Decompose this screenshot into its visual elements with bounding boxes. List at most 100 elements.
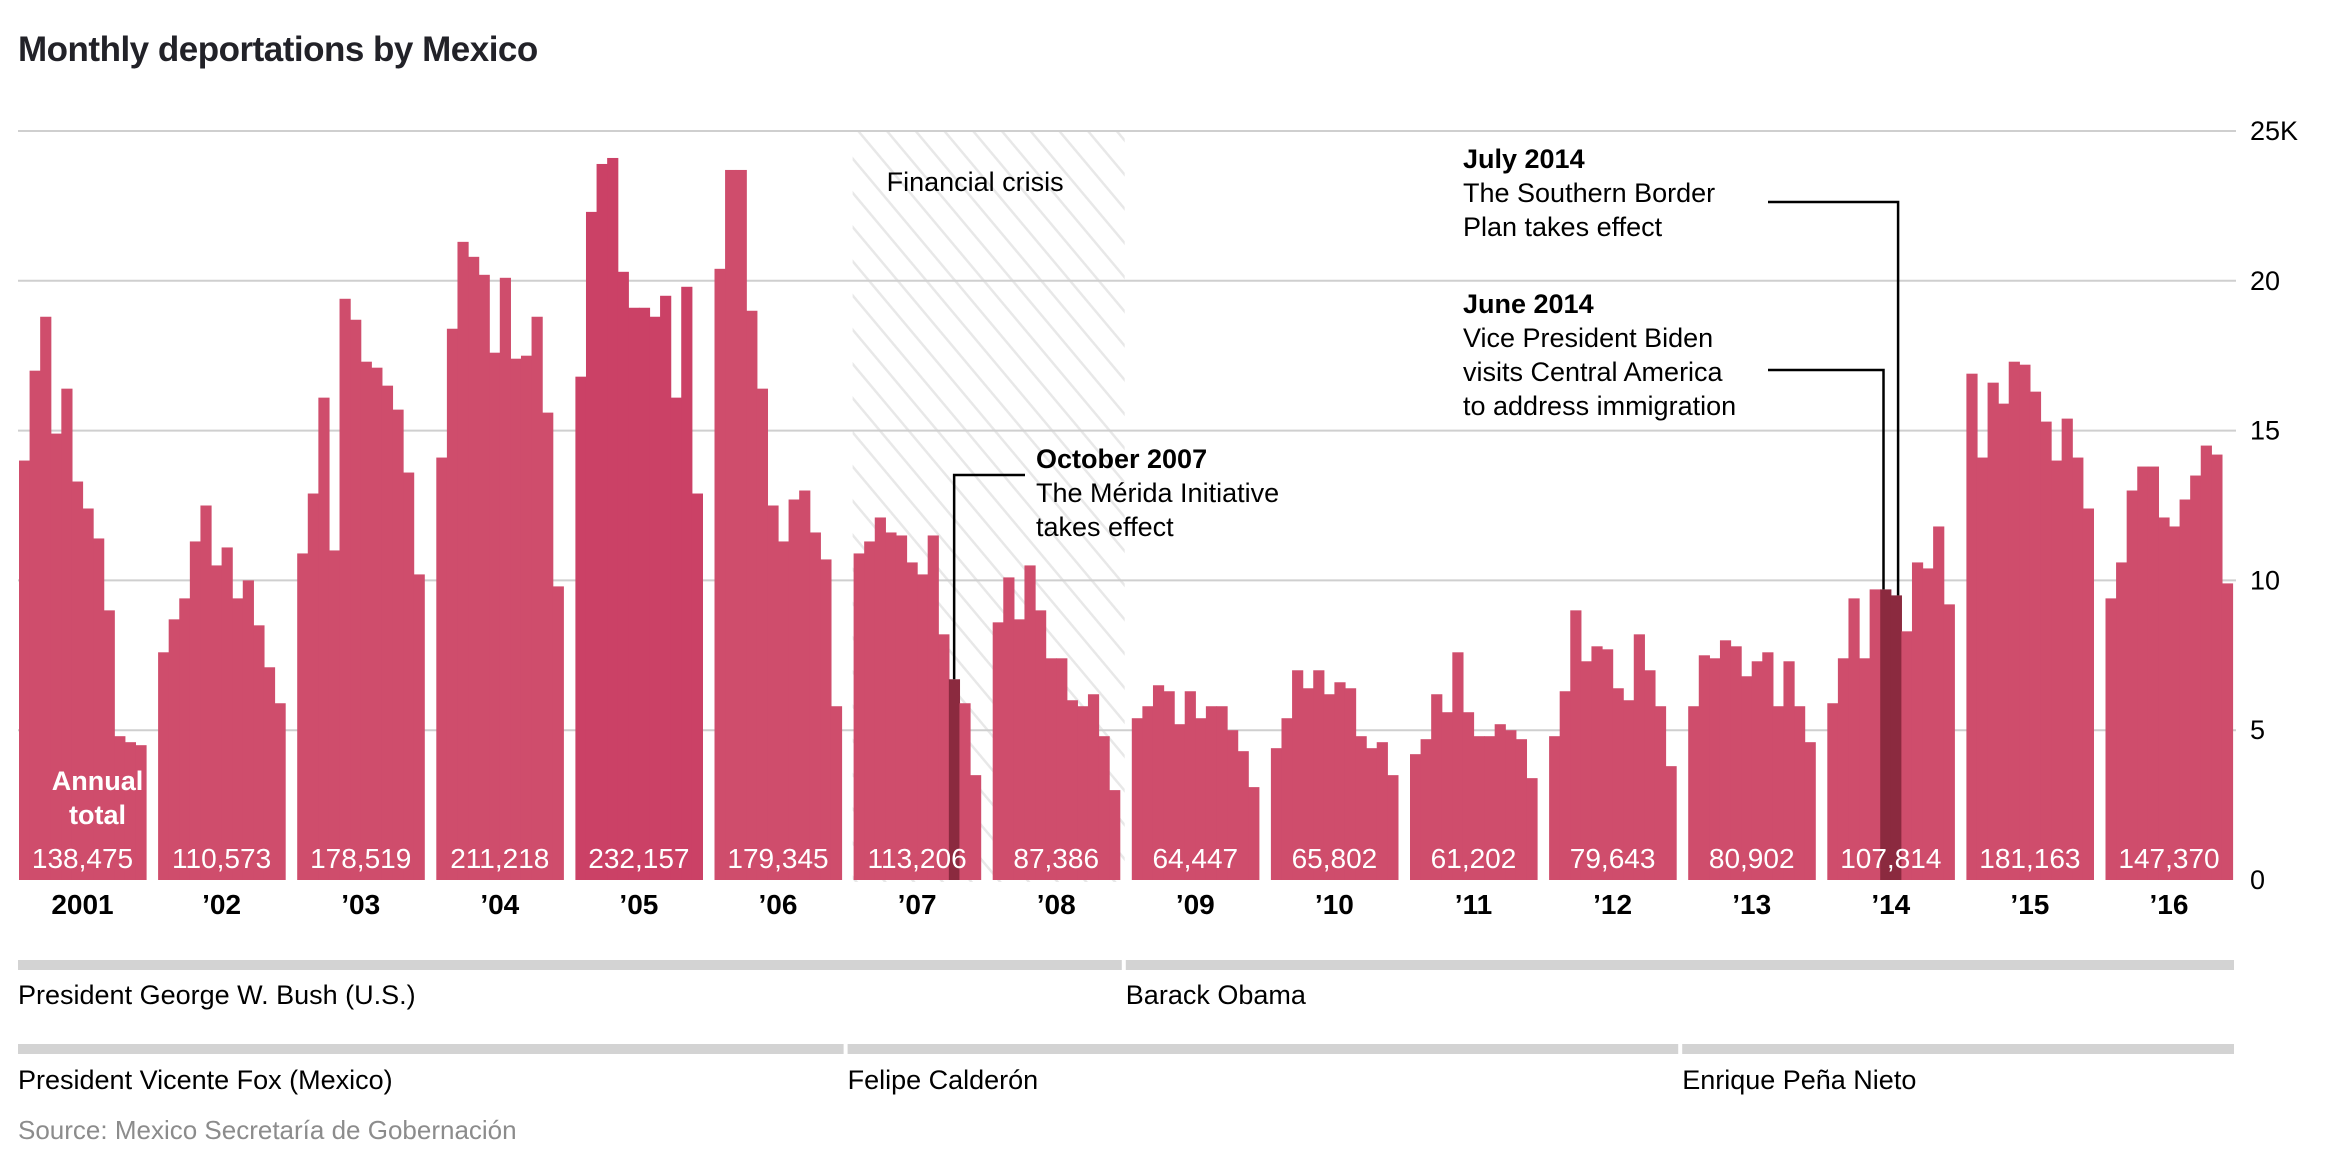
bar-06-m12 bbox=[830, 706, 843, 880]
bar-08-m11 bbox=[1098, 736, 1110, 880]
bar-08-m10 bbox=[1087, 694, 1100, 880]
bar-15-m5 bbox=[2008, 361, 2020, 880]
shaded-period-label: Financial crisis bbox=[887, 167, 1064, 197]
bar-03-m8 bbox=[371, 367, 383, 880]
bar-15-m11 bbox=[2072, 457, 2084, 880]
leader-line-june-2014 bbox=[1768, 368, 1885, 590]
bar-12-m9 bbox=[1633, 634, 1645, 880]
annotation-text: Vice President Biden bbox=[1463, 323, 1713, 353]
bar-13-m5 bbox=[1730, 646, 1742, 880]
x-tick-label: ’11 bbox=[1455, 889, 1492, 920]
bar-04-m11 bbox=[542, 412, 554, 880]
annual-total-label: 61,202 bbox=[1431, 843, 1517, 874]
bar-02-m10 bbox=[253, 625, 265, 880]
bar-09-m5 bbox=[1174, 724, 1186, 880]
bar-06-m1 bbox=[714, 268, 726, 880]
bar-03-m4 bbox=[328, 550, 341, 880]
bar-10-m8 bbox=[1344, 688, 1357, 880]
bar-16-m7 bbox=[2169, 526, 2181, 880]
bar-04-m5 bbox=[478, 274, 490, 880]
bar-02-m8 bbox=[232, 598, 244, 880]
bar-09-m6 bbox=[1184, 691, 1196, 880]
bar-06-m6 bbox=[767, 505, 779, 880]
annual-total-label: 138,475 bbox=[32, 843, 133, 874]
x-tick-label: ’05 bbox=[619, 889, 658, 920]
bar-07-m10 bbox=[948, 679, 961, 880]
annual-total-label: 181,163 bbox=[1979, 843, 2080, 874]
bar-03-m2 bbox=[307, 493, 319, 880]
x-tick-label: ’07 bbox=[898, 889, 937, 920]
bar-02-m1 bbox=[158, 652, 170, 880]
bar-11-m12 bbox=[1526, 778, 1538, 880]
bar-11-m1 bbox=[1410, 754, 1422, 880]
bar-06-m11 bbox=[820, 559, 832, 880]
bar-10-m12 bbox=[1387, 775, 1399, 880]
annual-total-label: 179,345 bbox=[727, 843, 828, 874]
bar-13-m8 bbox=[1762, 652, 1774, 880]
bar-13-m7 bbox=[1751, 661, 1763, 880]
bar-08-m3 bbox=[1013, 619, 1026, 880]
bar-14-m1 bbox=[1827, 703, 1839, 880]
bar-07-m8 bbox=[927, 535, 939, 880]
bar-14-m8 bbox=[1901, 631, 1913, 880]
bar-14-m9 bbox=[1911, 562, 1924, 880]
bar-05-m6 bbox=[628, 307, 640, 880]
bar-10-m4 bbox=[1302, 688, 1314, 880]
bar-04-m3 bbox=[457, 241, 469, 881]
bar-13-m4 bbox=[1719, 640, 1732, 880]
bar-13-m12 bbox=[1804, 742, 1816, 880]
bar-06-m4 bbox=[746, 310, 758, 880]
bar-06-m8 bbox=[788, 499, 800, 880]
y-tick-label: 20 bbox=[2250, 266, 2280, 296]
bar-12-m6 bbox=[1602, 649, 1614, 880]
y-tick-label: 10 bbox=[2250, 565, 2280, 595]
bar-12-m10 bbox=[1644, 670, 1656, 880]
bar-14-m2 bbox=[1837, 658, 1850, 880]
annotation-text: The Southern Border bbox=[1463, 178, 1715, 208]
annotation-text: to address immigration bbox=[1463, 391, 1736, 421]
annotation-june-2014: June 2014 Vice President Biden visits Cent… bbox=[1463, 289, 1736, 421]
bar-2001-m2 bbox=[29, 370, 41, 880]
chart-title: Monthly deportations by Mexico bbox=[18, 30, 538, 69]
bar-11-m9 bbox=[1494, 724, 1506, 880]
bar-04-m9 bbox=[520, 355, 533, 880]
annotation-heading: July 2014 bbox=[1463, 144, 1585, 174]
mexico-president-term-label: President Vicente Fox (Mexico) bbox=[18, 1065, 393, 1095]
us-president-term-label: President George W. Bush (U.S.) bbox=[18, 980, 416, 1010]
bar-03-m11 bbox=[403, 472, 415, 880]
x-tick-label: 2001 bbox=[51, 889, 113, 920]
bar-07-m4 bbox=[885, 532, 897, 880]
bar-10-m6 bbox=[1323, 694, 1335, 880]
bar-11-m11 bbox=[1515, 739, 1528, 880]
bar-16-m9 bbox=[2190, 475, 2202, 880]
bar-06-m7 bbox=[778, 541, 790, 880]
annotation-text: Plan takes effect bbox=[1463, 212, 1663, 242]
bar-04-m6 bbox=[489, 352, 501, 880]
bar-05-m7 bbox=[638, 307, 651, 880]
bar-14-m4 bbox=[1859, 658, 1871, 880]
y-tick-label: 5 bbox=[2250, 715, 2265, 745]
bar-12-m12 bbox=[1665, 766, 1677, 880]
bars bbox=[19, 157, 2234, 881]
bar-09-m2 bbox=[1142, 706, 1154, 880]
bar-2001-m10 bbox=[114, 736, 126, 880]
bar-10-m5 bbox=[1313, 670, 1325, 880]
bar-05-m2 bbox=[585, 211, 598, 880]
x-axis-ticks: 2001 ’02 ’03 ’04 ’05 ’06 ’07 ’08 ’09 ’10 ’11 ’12 ’13… bbox=[51, 889, 2188, 920]
bar-14-m7 bbox=[1890, 595, 1902, 880]
bar-12-m1 bbox=[1549, 736, 1561, 880]
bar-2001-m9 bbox=[103, 610, 115, 880]
bar-16-m12 bbox=[2221, 583, 2234, 880]
bar-03-m9 bbox=[381, 385, 394, 880]
x-tick-label: ’09 bbox=[1176, 889, 1215, 920]
x-tick-label: ’14 bbox=[1871, 889, 1910, 920]
bar-05-m11 bbox=[681, 286, 693, 880]
us-president-term-bar bbox=[18, 960, 1122, 970]
annual-total-label: 211,218 bbox=[450, 843, 549, 874]
bar-04-m7 bbox=[499, 277, 511, 880]
bar-09-m1 bbox=[1131, 718, 1143, 880]
us-president-term-label: Barack Obama bbox=[1126, 980, 1307, 1010]
annual-total-caption: total bbox=[69, 800, 126, 830]
bar-15-m7 bbox=[2029, 391, 2042, 880]
